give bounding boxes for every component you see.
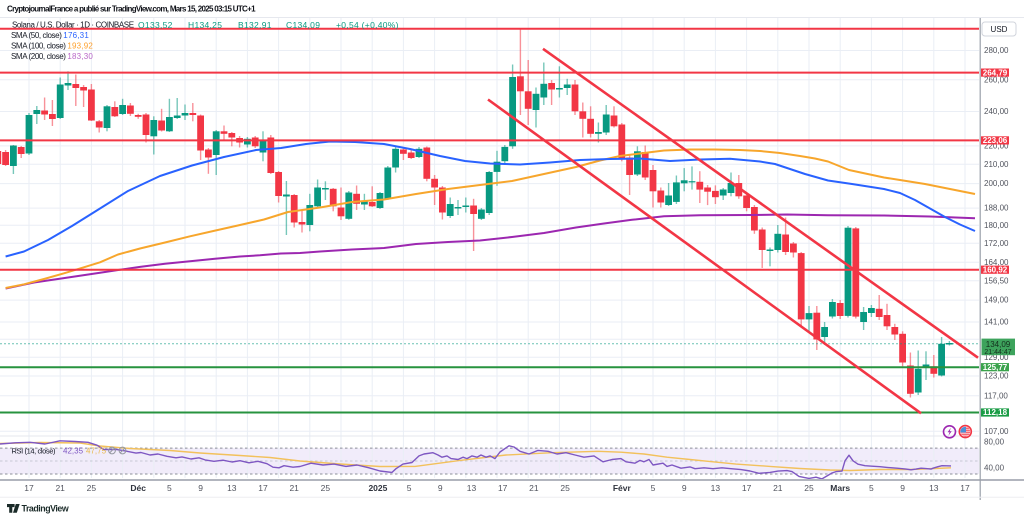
svg-text:141,00: 141,00 — [984, 318, 1009, 327]
svg-text:280,00: 280,00 — [984, 46, 1009, 55]
svg-text:42,35: 42,35 — [63, 447, 84, 456]
svg-text:149,00: 149,00 — [984, 296, 1009, 305]
svg-text:172,00: 172,00 — [984, 239, 1009, 248]
svg-text:C134,09: C134,09 — [286, 20, 320, 30]
svg-text:SMA (50, close) 176,31: SMA (50, close) 176,31 — [11, 31, 89, 40]
svg-text:25: 25 — [560, 483, 570, 493]
svg-text:B132,91: B132,91 — [238, 20, 272, 30]
svg-text:13: 13 — [227, 483, 237, 493]
svg-text:9: 9 — [198, 483, 203, 493]
svg-text:2025: 2025 — [368, 483, 387, 493]
svg-text:25: 25 — [87, 483, 97, 493]
svg-text:200,00: 200,00 — [984, 179, 1009, 188]
svg-text:40,00: 40,00 — [984, 464, 1005, 473]
svg-text:13: 13 — [929, 483, 939, 493]
svg-text:125,77: 125,77 — [983, 363, 1008, 372]
svg-text:Mars: Mars — [830, 483, 850, 493]
svg-text:SMA (200, close) 183,30: SMA (200, close) 183,30 — [11, 52, 93, 61]
svg-text:47,75: 47,75 — [86, 447, 107, 456]
svg-text:9: 9 — [682, 483, 687, 493]
svg-text:5: 5 — [167, 483, 172, 493]
svg-text:TradingView: TradingView — [22, 503, 69, 513]
svg-text:21: 21 — [289, 483, 299, 493]
svg-text:134,09: 134,09 — [986, 340, 1011, 349]
svg-text:5: 5 — [869, 483, 874, 493]
svg-text:17: 17 — [498, 483, 508, 493]
svg-text:H134,25: H134,25 — [188, 20, 222, 30]
svg-text:25: 25 — [321, 483, 331, 493]
svg-text:21: 21 — [529, 483, 539, 493]
svg-text:17: 17 — [258, 483, 268, 493]
svg-text:107,00: 107,00 — [984, 427, 1009, 436]
svg-text:164,00: 164,00 — [984, 258, 1009, 267]
svg-text:17: 17 — [960, 483, 970, 493]
svg-text:21: 21 — [773, 483, 783, 493]
svg-text:188,00: 188,00 — [984, 204, 1009, 213]
svg-text:220,00: 220,00 — [984, 142, 1009, 151]
svg-text:160,92: 160,92 — [983, 265, 1008, 274]
svg-text:5: 5 — [651, 483, 656, 493]
svg-text:240,00: 240,00 — [984, 107, 1009, 116]
svg-text:Déc: Déc — [130, 483, 146, 493]
svg-text:O133,52: O133,52 — [138, 20, 173, 30]
svg-text:17: 17 — [742, 483, 752, 493]
svg-text:223,06: 223,06 — [983, 136, 1008, 145]
svg-text:13: 13 — [711, 483, 721, 493]
svg-text:5: 5 — [407, 483, 412, 493]
svg-text:+0,54 (+0,40%): +0,54 (+0,40%) — [336, 20, 399, 30]
svg-text:112,18: 112,18 — [983, 408, 1008, 417]
svg-text:SMA (100, close) 193,92: SMA (100, close) 193,92 — [11, 42, 93, 51]
svg-text:117,00: 117,00 — [984, 391, 1008, 400]
svg-text:80,00: 80,00 — [984, 438, 1005, 447]
svg-text:21:44:47: 21:44:47 — [984, 349, 1011, 356]
svg-text:CryptojournalFrance a publié s: CryptojournalFrance a publié sur Trading… — [7, 5, 256, 14]
svg-text:260,00: 260,00 — [984, 75, 1009, 84]
svg-text:210,00: 210,00 — [984, 160, 1009, 169]
svg-text:264,79: 264,79 — [983, 68, 1008, 77]
svg-text:156,50: 156,50 — [984, 276, 1009, 285]
svg-text:17: 17 — [24, 483, 34, 493]
svg-text:123,00: 123,00 — [984, 372, 1009, 381]
svg-text:Févr: Févr — [613, 483, 632, 493]
svg-text:25: 25 — [804, 483, 814, 493]
svg-text:13: 13 — [467, 483, 477, 493]
svg-text:USD: USD — [991, 25, 1008, 34]
svg-text:180,00: 180,00 — [984, 221, 1009, 230]
svg-text:9: 9 — [900, 483, 905, 493]
svg-text:Solana / U.S. Dollar · 1D · CO: Solana / U.S. Dollar · 1D · COINBASE — [12, 21, 134, 30]
svg-text:9: 9 — [438, 483, 443, 493]
svg-text:RSI (14, close): RSI (14, close) — [12, 447, 57, 456]
svg-text:129,00: 129,00 — [984, 353, 1009, 362]
svg-text:21: 21 — [55, 483, 65, 493]
